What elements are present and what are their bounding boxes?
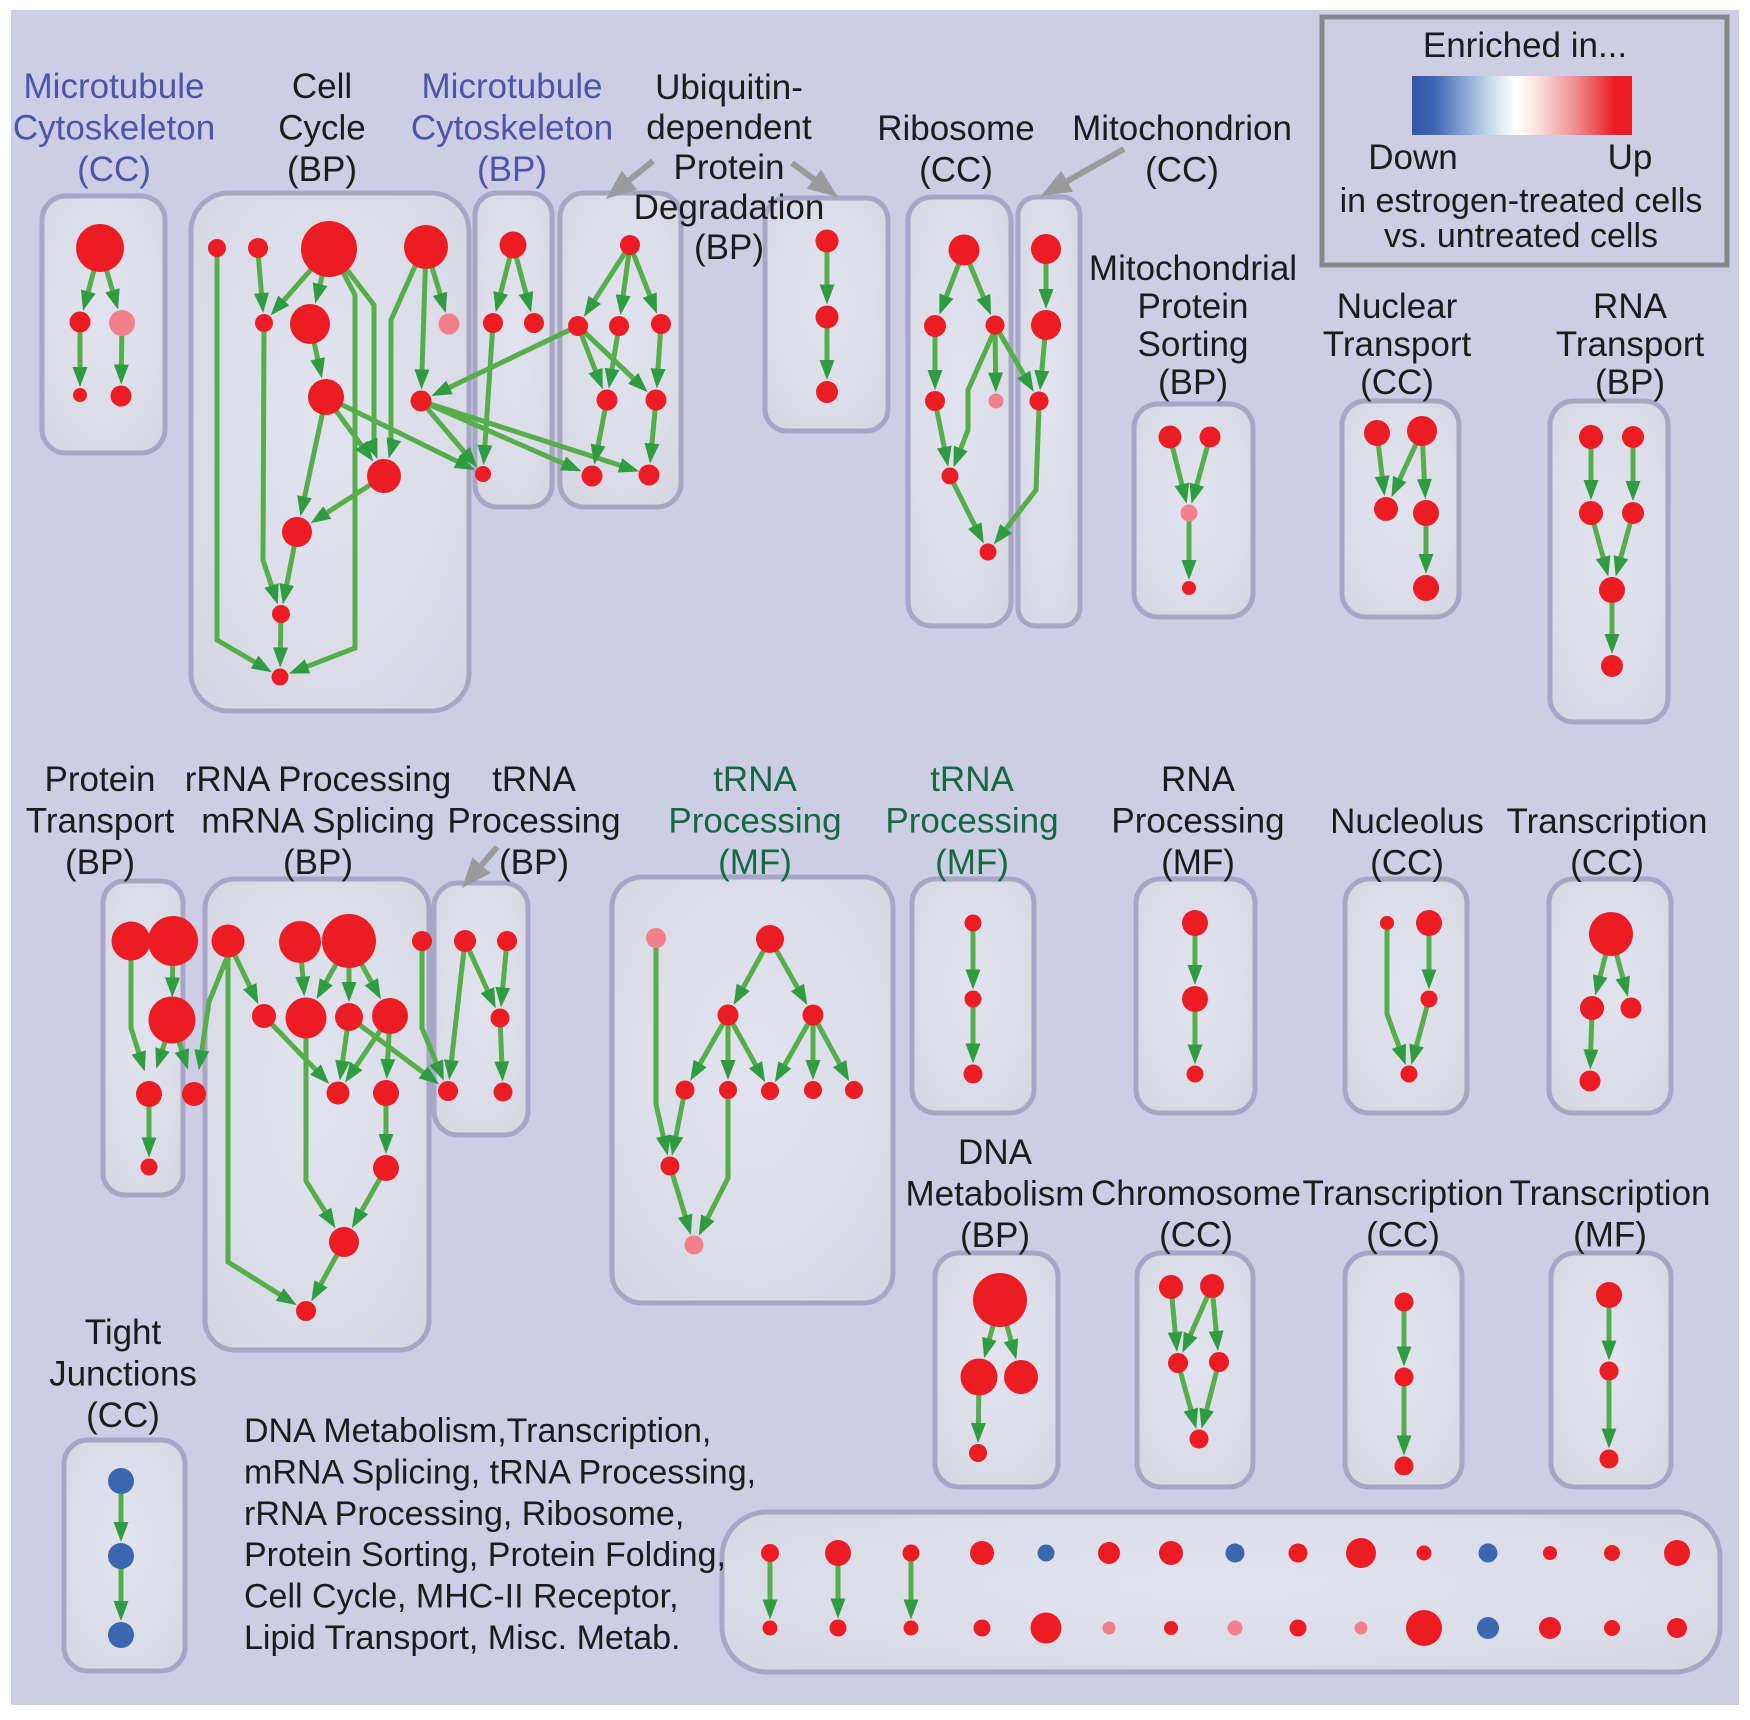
svg-text:Enriched in...: Enriched in...	[1423, 26, 1627, 65]
svg-text:Transcription(CC): Transcription (CC)	[1507, 802, 1708, 883]
svg-text:vs. untreated cells: vs. untreated cells	[1384, 217, 1658, 255]
svg-text:Chromosome(CC): Chromosome (CC)	[1091, 1174, 1301, 1255]
svg-text:Transcription(CC): Transcription (CC)	[1303, 1174, 1504, 1255]
svg-text:in estrogen-treated cells: in estrogen-treated cells	[1340, 182, 1703, 220]
svg-text:Ribosome(CC): Ribosome (CC)	[877, 109, 1035, 190]
svg-text:Transcription(MF): Transcription (MF)	[1510, 1174, 1711, 1255]
svg-text:DNA Metabolism,Transcription,m: DNA Metabolism,Transcription, mRNA Splici…	[244, 1412, 756, 1657]
svg-text:Mitochondrion(CC): Mitochondrion (CC)	[1072, 109, 1292, 190]
svg-text:Down: Down	[1368, 138, 1457, 177]
svg-text:Nucleolus(CC): Nucleolus (CC)	[1330, 802, 1484, 883]
svg-text:Up: Up	[1608, 138, 1653, 177]
